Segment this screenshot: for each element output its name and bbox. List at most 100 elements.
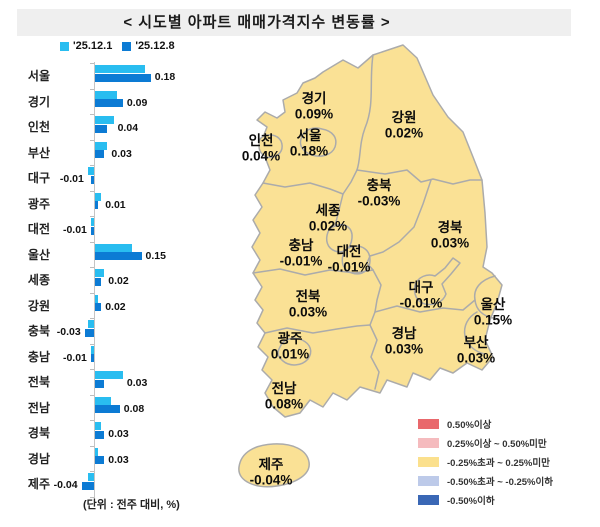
bar-'25.12.1 bbox=[95, 269, 105, 277]
category-label: 충남 bbox=[27, 349, 50, 364]
axis-tick bbox=[90, 394, 94, 396]
axis-tick bbox=[90, 292, 94, 294]
bar-'25.12.8 bbox=[84, 328, 94, 337]
map-legend-row: 0.50%이상 bbox=[418, 414, 553, 433]
map-legend-row: -0.25%초과 ~ 0.25%미만 bbox=[418, 452, 553, 471]
seoul-region-shape bbox=[299, 127, 337, 157]
province-border bbox=[369, 269, 382, 326]
province-border bbox=[463, 311, 486, 355]
map-label-충북: 충북 -0.03% bbox=[358, 178, 401, 209]
category-label: 전북 bbox=[27, 375, 50, 389]
bar-'25.12.8 bbox=[95, 405, 120, 413]
bar-'25.12.8 bbox=[95, 456, 105, 464]
province-border bbox=[334, 193, 344, 227]
jeju-island-shape bbox=[238, 443, 310, 488]
value-label: -0.01 bbox=[62, 224, 87, 236]
axis-tick bbox=[90, 241, 94, 243]
daegu-region-shape bbox=[413, 257, 461, 306]
axis-tick bbox=[90, 496, 94, 498]
category-label: 경북 bbox=[27, 426, 50, 440]
province-border bbox=[262, 182, 344, 195]
bar-'25.12.1 bbox=[90, 218, 94, 226]
map-legend-label: -0.50%이하 bbox=[447, 495, 495, 507]
bar-'25.12.8 bbox=[95, 277, 102, 286]
value-label: 0.02 bbox=[108, 275, 129, 287]
bar-'25.12.8 bbox=[90, 226, 94, 235]
province-border bbox=[473, 275, 496, 319]
chart-legend: '25.12.1 '25.12.8 bbox=[60, 40, 185, 52]
category-label: 충북 bbox=[27, 324, 50, 338]
map-label-세종: 세종 0.02% bbox=[309, 203, 347, 234]
series1-label: '25.12.1 bbox=[73, 40, 113, 52]
category-label: 서울 bbox=[27, 69, 50, 83]
bar-'25.12.1 bbox=[95, 90, 117, 99]
map-legend-label: -0.25%초과 ~ 0.25%미만 bbox=[447, 457, 550, 469]
map-legend-swatch-icon bbox=[418, 418, 439, 429]
value-label: -0.03 bbox=[56, 326, 81, 338]
korea-map: 경기 0.09% 강원 0.02% 인천 0.04% 서울 0.18% 충북 -0.03% 세종 0.… bbox=[238, 44, 512, 488]
province-border bbox=[356, 54, 374, 171]
incheon-region-shape bbox=[258, 134, 283, 159]
bar-'25.12.1 bbox=[87, 473, 94, 481]
axis-tick bbox=[90, 216, 94, 217]
axis-tick bbox=[90, 318, 94, 319]
map-label-충남: 충남 -0.01% bbox=[280, 237, 323, 269]
bar-'25.12.1 bbox=[95, 243, 133, 252]
province-border bbox=[356, 169, 483, 185]
map-label-부산: 부산 0.03% bbox=[457, 334, 495, 366]
category-label: 제주 bbox=[27, 477, 50, 491]
bar-'25.12.8 bbox=[90, 175, 94, 184]
map-legend-swatch-icon bbox=[418, 494, 439, 505]
map-legend-swatch-icon bbox=[418, 456, 439, 467]
bar-'25.12.1 bbox=[95, 192, 102, 201]
axis-tick bbox=[90, 114, 94, 115]
map-label-전북: 전북 0.03% bbox=[289, 288, 327, 320]
value-label: 0.09 bbox=[126, 96, 148, 109]
value-label: 0.04 bbox=[117, 122, 139, 134]
bar-'25.12.1 bbox=[95, 422, 102, 430]
map-label-제주: 제주 -0.04% bbox=[250, 457, 293, 488]
series1-swatch-icon bbox=[60, 41, 69, 51]
map-legend-row: -0.50%초과 ~ -0.25%이하 bbox=[418, 471, 553, 490]
map-legend-label: 0.25%이상 ~ 0.50%미만 bbox=[447, 438, 547, 450]
map-label-울산: 울산 0.15% bbox=[474, 296, 512, 328]
axis-line bbox=[94, 62, 95, 499]
axis-tick bbox=[90, 369, 94, 370]
category-label: 부산 bbox=[27, 145, 50, 160]
value-label: 0.18 bbox=[154, 71, 176, 83]
axis-tick bbox=[90, 471, 94, 472]
sejong-region-shape bbox=[325, 224, 353, 253]
axis-tick bbox=[90, 165, 94, 166]
value-label: 0.15 bbox=[145, 249, 166, 262]
map-label-인천: 인천 0.04% bbox=[242, 132, 280, 164]
province-border bbox=[374, 299, 476, 313]
bar-'25.12.8 bbox=[95, 99, 123, 107]
category-label: 대구 bbox=[27, 171, 50, 185]
bar-'25.12.8 bbox=[90, 354, 94, 362]
bar-'25.12.1 bbox=[90, 345, 94, 354]
value-label: 0.08 bbox=[123, 402, 145, 415]
bar-'25.12.1 bbox=[95, 396, 111, 405]
map-legend-label: 0.50%이상 bbox=[447, 419, 492, 431]
bar-'25.12.8 bbox=[81, 481, 94, 490]
title-bar: < 시도별 아파트 매매가격지수 변동률 > bbox=[17, 9, 571, 36]
bar-'25.12.8 bbox=[95, 252, 142, 260]
category-label: 울산 bbox=[27, 247, 50, 262]
category-label: 강원 bbox=[27, 298, 50, 313]
map-legend-row: 0.25%이상 ~ 0.50%미만 bbox=[418, 433, 553, 452]
map-label-대구: 대구 -0.01% bbox=[400, 280, 443, 311]
gwangju-region-shape bbox=[277, 337, 312, 366]
unit-note: (단위 : 전주 대비, %) bbox=[83, 499, 180, 511]
bar-'25.12.1 bbox=[87, 320, 94, 328]
axis-tick bbox=[90, 267, 94, 268]
province-border bbox=[342, 169, 358, 195]
map-label-서울: 서울 0.18% bbox=[290, 127, 328, 159]
page-title: < 시도별 아파트 매매가격지수 변동률 > bbox=[123, 14, 391, 31]
bar-'25.12.8 bbox=[95, 201, 99, 209]
category-label: 전남 bbox=[27, 400, 50, 415]
bar-'25.12.8 bbox=[95, 150, 105, 158]
category-label: 대전 bbox=[27, 222, 50, 236]
bar-'25.12.1 bbox=[95, 447, 99, 456]
bar-'25.12.8 bbox=[95, 73, 151, 82]
